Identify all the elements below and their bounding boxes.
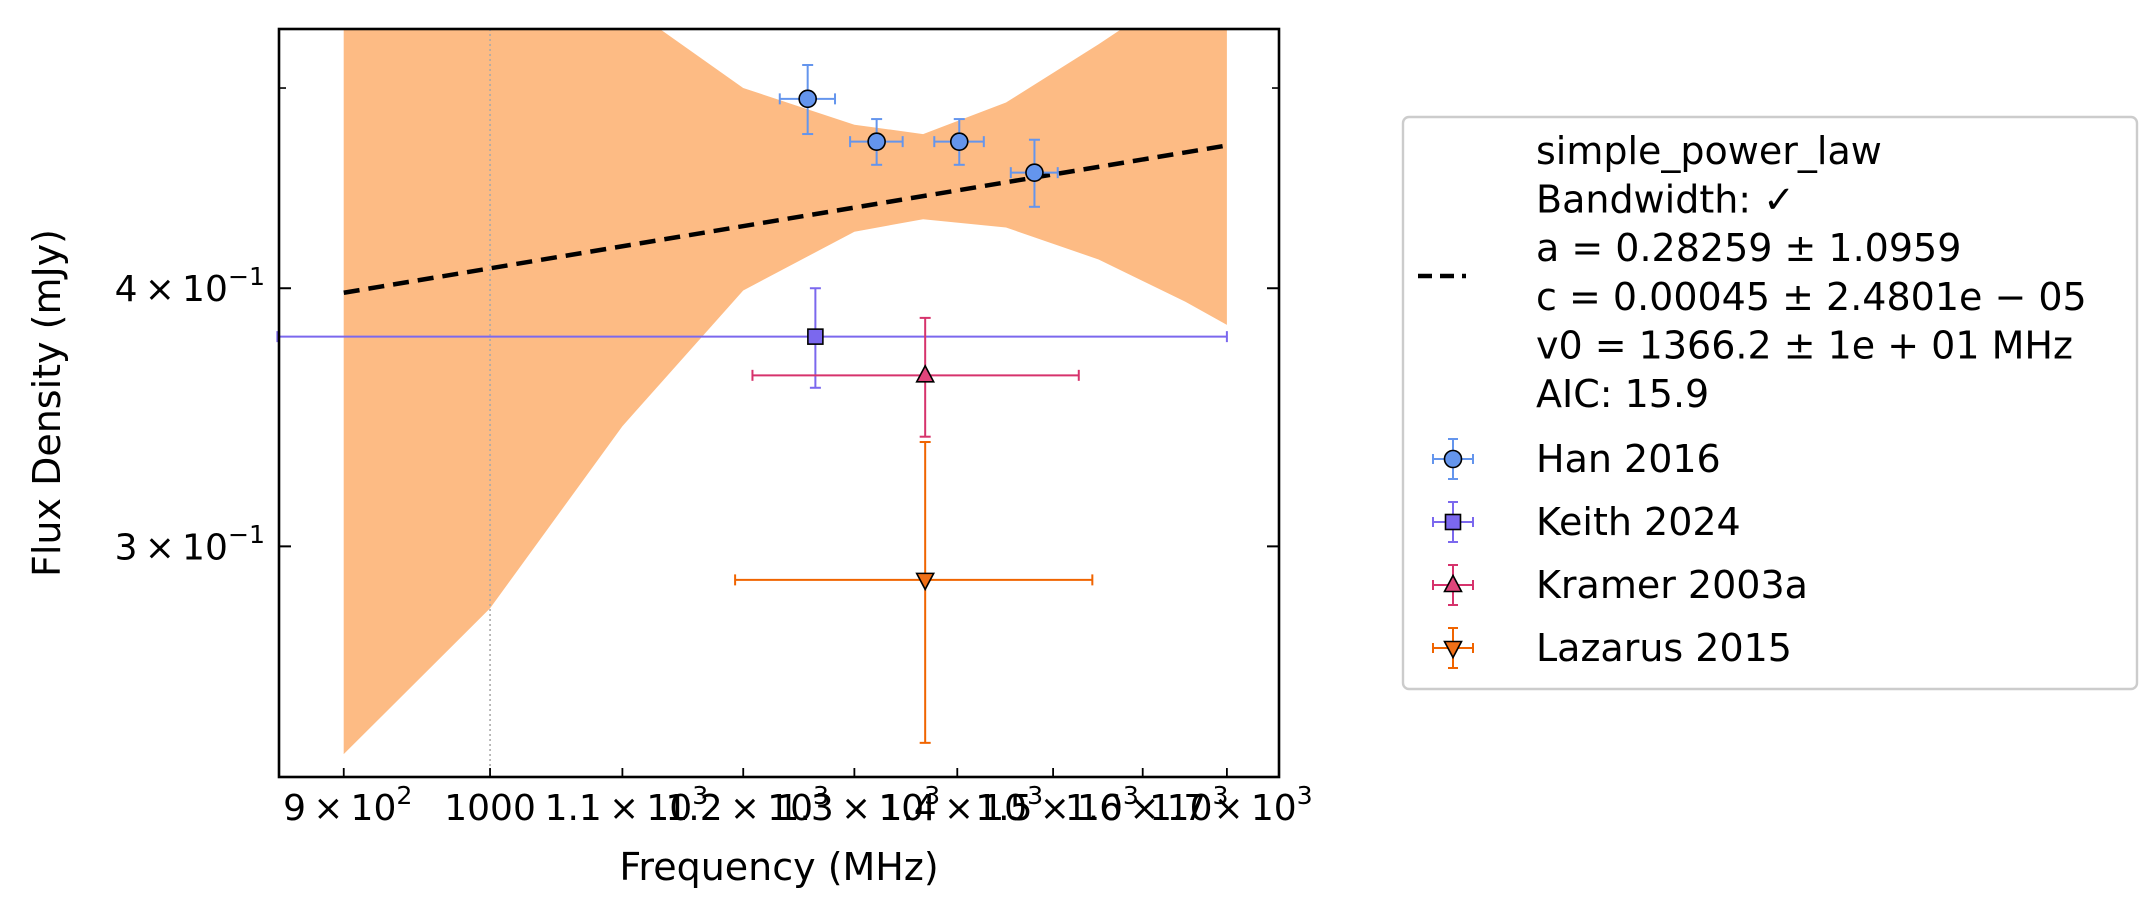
legend-entry: Keith 2024 (1432, 500, 1741, 544)
data-point (798, 89, 817, 109)
legend-label: Keith 2024 (1536, 500, 1741, 544)
x-tick-label: 1.1 × 103 (545, 781, 709, 829)
legend-entry: Kramer 2003a (1432, 563, 1808, 607)
legend-label: Lazarus 2015 (1536, 626, 1792, 670)
legend-marker (1443, 449, 1463, 469)
plot-frame (277, 27, 1281, 779)
legend-fit-text: AIC: 15.9 (1536, 372, 1709, 416)
legend-marker (1444, 513, 1462, 531)
legend: simple_power_law Bandwidth: ✓a = 0.28259 … (1401, 115, 2139, 691)
series-keith-2024 (276, 287, 1228, 389)
data-point (807, 328, 824, 345)
series-han-2016 (778, 63, 1059, 208)
legend-fit-text: Bandwidth: ✓ (1536, 178, 1795, 222)
data-point (949, 132, 969, 151)
legend-label: Han 2016 (1536, 437, 1721, 481)
x-axis-label: Frequency (MHz) (619, 845, 938, 889)
x-tick-label: 1.4 × 103 (879, 781, 1043, 829)
uncertainty-band (343, 29, 1227, 755)
legend-fit-text: c = 0.00045 ± 2.4801e − 05 (1536, 275, 2087, 319)
data-point (915, 364, 936, 383)
series-lazarus-2015 (734, 441, 1094, 744)
legend-fit-text: a = 0.28259 ± 1.0959 (1536, 226, 1961, 270)
legend-marker (1443, 640, 1463, 660)
data-point (915, 572, 936, 592)
x-tick-label: 1.6 × 103 (1065, 781, 1229, 829)
y-axis-label: Flux Density (mJy) (25, 229, 69, 577)
legend-label: Kramer 2003a (1536, 563, 1808, 607)
legend-entry: Han 2016 (1432, 437, 1721, 481)
fit-band-area (343, 29, 1227, 755)
y-tick-label: 3 × 10−1 (115, 520, 265, 568)
x-tick-label: 9 × 102 (283, 781, 412, 829)
x-tick-label: 1.7 × 103 (1149, 781, 1313, 829)
x-tick-label: 1.3 × 103 (777, 781, 941, 829)
y-tick-label: 4 × 10−1 (115, 262, 265, 310)
legend-marker (1443, 573, 1463, 593)
legend-entry: Lazarus 2015 (1432, 626, 1792, 670)
x-tick-label: 1.2 × 103 (665, 781, 829, 829)
data-points (276, 63, 1228, 744)
legend-fit-text: v0 = 1366.2 ± 1e + 01 MHz (1536, 323, 2073, 367)
legend-frame (1401, 115, 2139, 691)
data-point (867, 132, 886, 151)
x-tick-label: 1.5 × 103 (975, 781, 1139, 829)
series-kramer-2003a (751, 316, 1080, 438)
data-point (1025, 163, 1044, 182)
x-tick-label: 1000 (444, 788, 536, 829)
legend-fit-text: simple_power_law (1536, 129, 1882, 173)
